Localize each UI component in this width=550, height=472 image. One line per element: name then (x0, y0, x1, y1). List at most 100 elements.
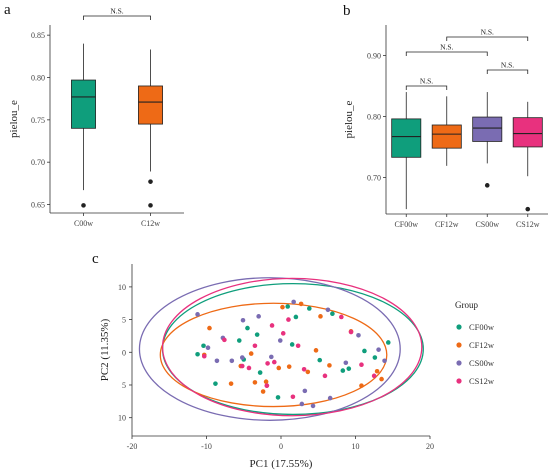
data-point (236, 338, 242, 343)
data-point (245, 325, 250, 331)
data-point (286, 364, 292, 369)
box-CF00w (391, 92, 422, 210)
data-point (228, 381, 234, 386)
y-axis-label: PC2 (11.35%) (99, 318, 111, 381)
data-point (240, 317, 246, 323)
legend-label: CF00w (469, 322, 495, 332)
box-C00w (71, 43, 96, 208)
series-CF12w (201, 301, 384, 394)
data-point (290, 394, 296, 400)
significance-label: N.S. (481, 28, 494, 37)
significance-bracket: N.S. (486, 61, 529, 74)
x-tick-label: C00w (74, 219, 93, 228)
data-point (276, 365, 282, 371)
data-point (286, 317, 291, 322)
data-point (195, 312, 200, 317)
data-point (385, 340, 391, 345)
data-point (248, 351, 254, 356)
legend-item: CS00w (456, 358, 495, 368)
data-point (246, 365, 252, 371)
legend-item: CF12w (456, 340, 495, 350)
y-tick-label: 0.70 (367, 173, 381, 182)
bracket-line (446, 36, 529, 41)
data-point (207, 325, 212, 331)
data-point (252, 343, 258, 349)
data-point (330, 311, 335, 317)
y-tick-label: 5 (122, 316, 126, 325)
outlier-point (484, 183, 490, 188)
y-tick-label: 10 (118, 283, 126, 292)
y-tick-label: 0.65 (31, 201, 45, 210)
x-tick-label: 0 (279, 442, 283, 451)
data-point (318, 314, 323, 319)
panel-label-b: b (343, 3, 351, 19)
y-tick-label: 0.80 (367, 112, 381, 121)
data-point (310, 403, 316, 409)
data-point (317, 357, 323, 363)
data-point (214, 358, 220, 364)
significance-bracket: N.S. (405, 77, 448, 90)
panel-c: c 10 5 0 5 10 -20 -10 0 10 20 PC1 (17.55%) PC2 (11.3… (92, 251, 495, 470)
outlier-point (148, 203, 153, 208)
box-body (71, 79, 96, 129)
box-body (138, 85, 163, 125)
significance-label: N.S. (440, 43, 453, 52)
data-point (213, 381, 218, 386)
legend: Group CF00w CF12w CS00w CS12w (455, 300, 495, 386)
confidence-ellipse-CS00w (138, 277, 401, 421)
data-point (298, 301, 304, 307)
data-point (263, 379, 269, 385)
legend-item: CS12w (456, 376, 495, 386)
data-point (305, 369, 311, 375)
data-point (201, 343, 206, 349)
box-CS12w (512, 101, 543, 212)
significance-bracket: N.S. (405, 43, 488, 56)
data-point (371, 373, 377, 379)
legend-swatch (456, 324, 462, 330)
data-point (376, 347, 381, 352)
x-tick-label: 20 (426, 442, 434, 451)
series-CF00w (195, 304, 391, 400)
data-point (359, 383, 364, 388)
data-point (239, 363, 245, 369)
data-point (307, 306, 312, 311)
data-point (289, 342, 295, 347)
data-point (313, 348, 319, 353)
x-tick-label: CS12w (516, 220, 540, 229)
data-point (346, 366, 352, 371)
x-tick-label: C12w (141, 219, 160, 228)
confidence-ellipse-CF12w (159, 302, 388, 408)
data-point (205, 345, 211, 351)
data-point (299, 401, 305, 407)
box-body (431, 124, 462, 149)
legend-label: CS12w (469, 376, 495, 386)
outlier-point (81, 203, 86, 208)
data-point (374, 368, 380, 374)
data-point (327, 395, 333, 401)
bracket-line (83, 15, 151, 20)
series-CS12w (201, 314, 377, 400)
data-point (264, 383, 270, 388)
y-axis-label: pielou_e (8, 100, 20, 138)
x-tick-label: -20 (127, 442, 138, 451)
x-axis-label: PC1 (17.55%) (250, 458, 313, 470)
data-point (327, 363, 332, 368)
data-point (293, 314, 299, 320)
bracket-line (486, 69, 529, 74)
x-tick-label: CF12w (435, 220, 459, 229)
data-point (229, 358, 235, 364)
data-point (239, 355, 245, 360)
data-point (382, 358, 387, 364)
significance-label: N.S. (420, 77, 433, 86)
outlier-point (148, 179, 153, 184)
data-point (252, 380, 258, 385)
data-point (302, 388, 308, 394)
y-axis-label: pielou_e (343, 100, 355, 138)
data-point (275, 395, 281, 400)
bracket-line (405, 85, 448, 90)
legend-item: CF00w (456, 322, 495, 332)
data-point (379, 376, 384, 382)
y-tick-label: 0.70 (31, 158, 45, 167)
